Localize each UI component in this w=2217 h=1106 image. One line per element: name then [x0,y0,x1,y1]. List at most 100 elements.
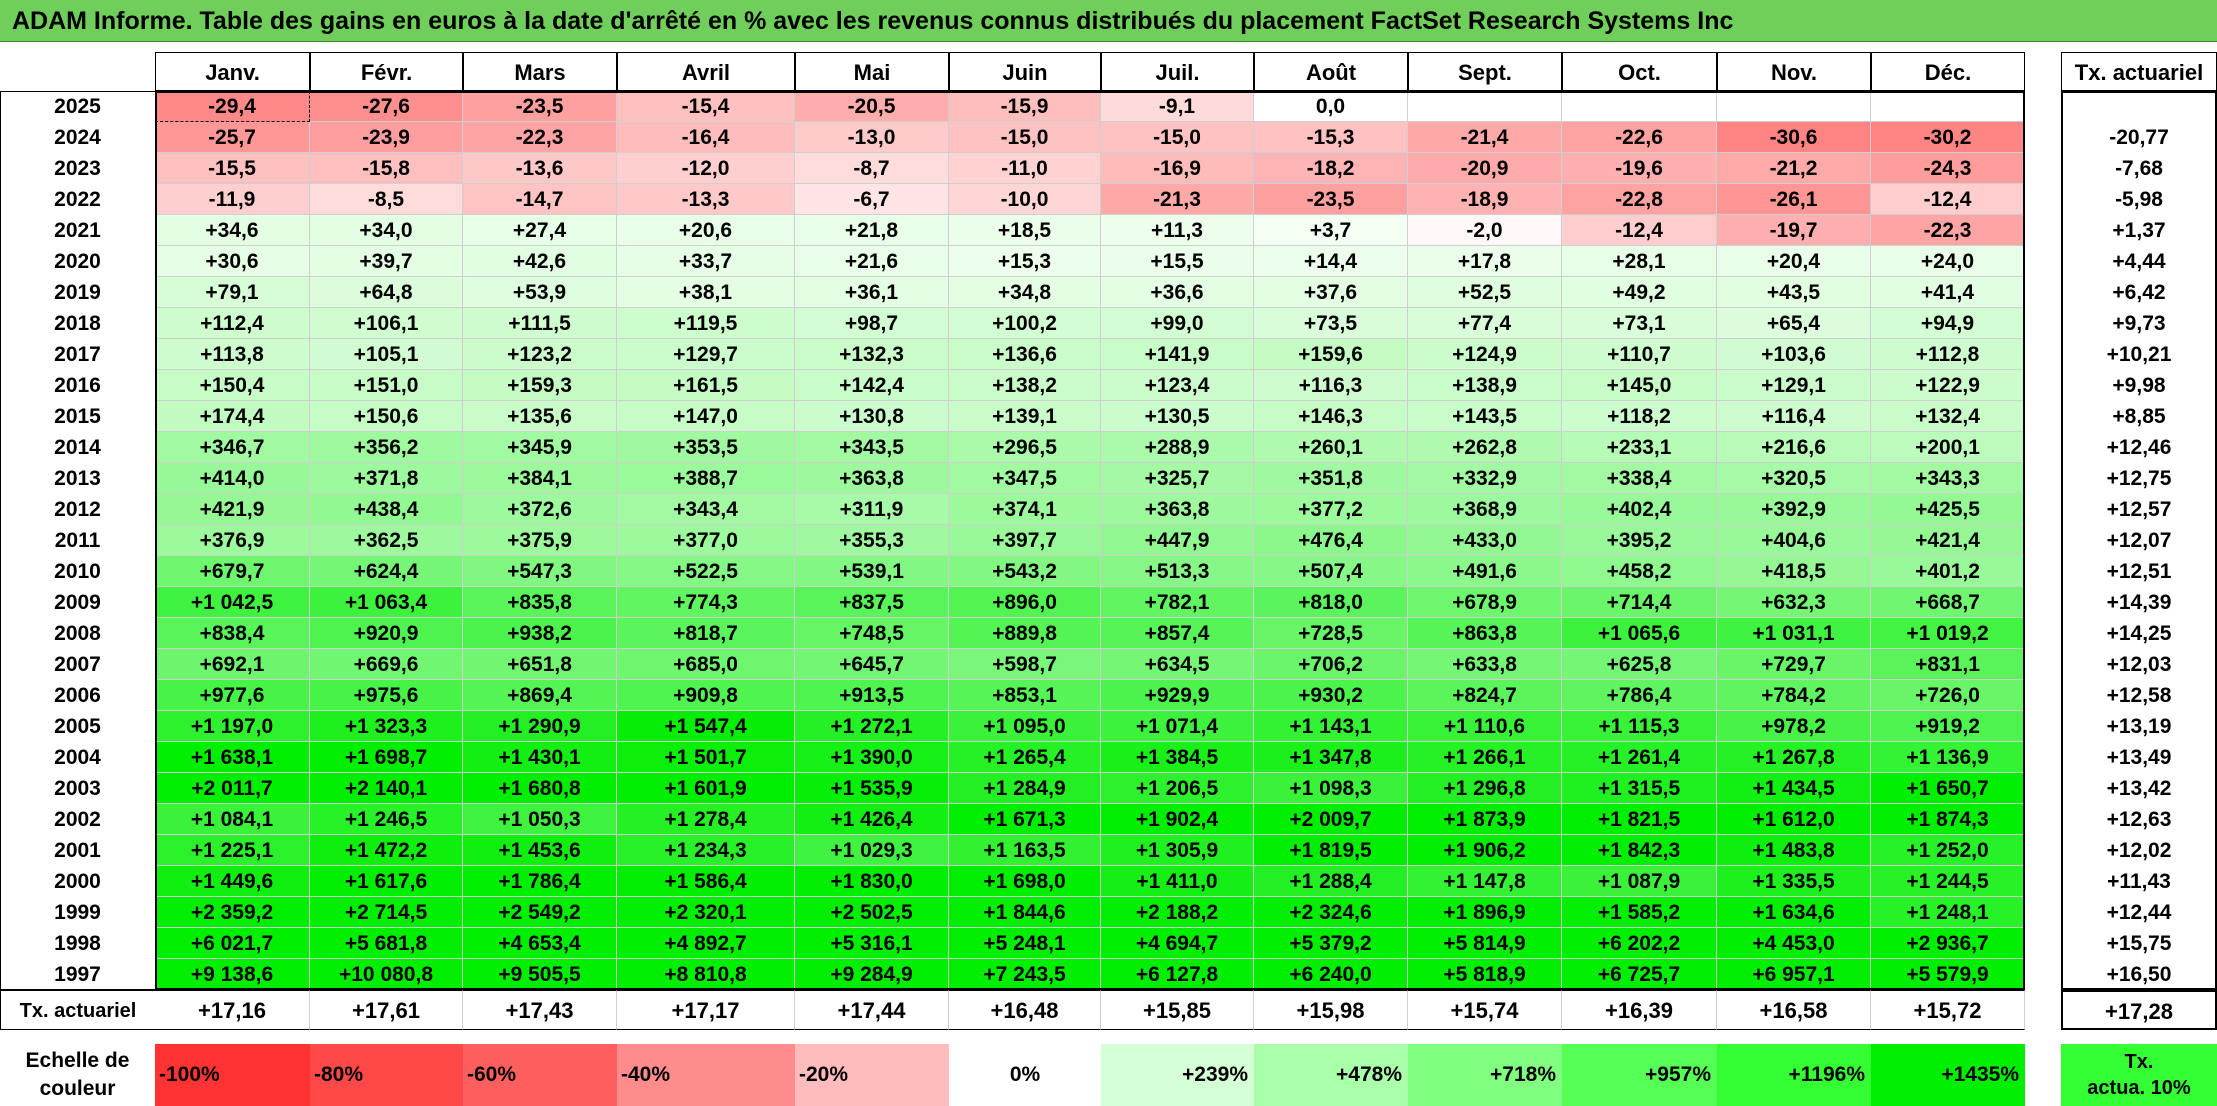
gain-cell: +838,4 [155,618,310,649]
gain-cell: +679,7 [155,556,310,587]
gain-cell: +837,5 [795,587,949,618]
gain-cell: +1 095,0 [949,711,1101,742]
tx-actuariel-cell: +12,58 [2061,680,2217,711]
gain-cell: +5 579,9 [1871,959,2025,990]
gain-cell: +2 009,7 [1254,804,1408,835]
gain-cell: +1 244,5 [1871,866,2025,897]
gain-cell: -23,9 [310,122,463,153]
gain-cell: +4 892,7 [617,928,795,959]
gain-cell: +685,0 [617,649,795,680]
gain-cell: +138,2 [949,370,1101,401]
tx-actuariel-cell: +9,98 [2061,370,2217,401]
gain-cell: +388,7 [617,463,795,494]
tx-actuariel-cell: +12,03 [2061,649,2217,680]
gain-cell: +34,6 [155,215,310,246]
gain-cell: +513,3 [1101,556,1254,587]
gain-cell: +1 612,0 [1717,804,1871,835]
year-label: 2016 [0,370,155,401]
gain-cell: +1 535,9 [795,773,949,804]
gain-cell: +110,7 [1562,339,1717,370]
gain-cell: +1 110,6 [1408,711,1562,742]
gain-cell: +1 063,4 [310,587,463,618]
gain-cell: -23,5 [1254,184,1408,215]
gain-cell: +818,0 [1254,587,1408,618]
year-label: 2002 [0,804,155,835]
gain-cell: +1 634,6 [1717,897,1871,928]
tx-actuariel-cell: +13,19 [2061,711,2217,742]
gain-cell: -19,6 [1562,153,1717,184]
legend-tx-swatch: Tx. actua. 10% [2061,1044,2217,1106]
gain-cell: -12,0 [617,153,795,184]
gain-cell: -29,4 [155,91,310,122]
year-label: 2017 [0,339,155,370]
gain-cell: +151,0 [310,370,463,401]
gain-cell: +11,3 [1101,215,1254,246]
gain-cell: +20,6 [617,215,795,246]
gain-cell: +2 011,7 [155,773,310,804]
footer-tx-cell: +17,43 [463,990,617,1030]
month-header-12: Déc. [1871,52,2025,91]
gain-cell: +15,5 [1101,246,1254,277]
tx-actuariel-cell: +12,02 [2061,835,2217,866]
year-label: 2009 [0,587,155,618]
year-label: 2024 [0,122,155,153]
gain-cell: -18,9 [1408,184,1562,215]
gain-cell: +404,6 [1717,525,1871,556]
gain-cell: +1 638,1 [155,742,310,773]
gain-cell: +6 240,0 [1254,959,1408,990]
gain-cell: -25,7 [155,122,310,153]
footer-label: Tx. actuariel [0,990,155,1030]
footer-tx-cell: +17,61 [310,990,463,1030]
gain-cell: +52,5 [1408,277,1562,308]
gain-cell: +94,9 [1871,308,2025,339]
gain-cell: +105,1 [310,339,463,370]
gain-cell: +123,4 [1101,370,1254,401]
gain-cell: +17,8 [1408,246,1562,277]
gain-cell: +99,0 [1101,308,1254,339]
gain-cell: +395,2 [1562,525,1717,556]
gain-cell: +64,8 [310,277,463,308]
gain-cell: +24,0 [1871,246,2025,277]
gain-cell: +476,4 [1254,525,1408,556]
gain-cell: +392,9 [1717,494,1871,525]
gain-cell: +397,7 [949,525,1101,556]
gain-cell: +332,9 [1408,463,1562,494]
gain-cell: +1 906,2 [1408,835,1562,866]
gain-cell: +651,8 [463,649,617,680]
gain-cell: +975,6 [310,680,463,711]
gain-cell: +2 936,7 [1871,928,2025,959]
year-label: 2013 [0,463,155,494]
legend-tx-line2: actua. 10% [2087,1077,2191,1099]
gain-cell: +913,5 [795,680,949,711]
gain-cell: +345,9 [463,432,617,463]
tx-actuariel-cell: +10,21 [2061,339,2217,370]
gain-cell: +4 694,7 [1101,928,1254,959]
gain-cell: +150,6 [310,401,463,432]
gain-cell: +414,0 [155,463,310,494]
footer-tx-cell: +16,39 [1562,990,1717,1030]
legend-swatch: +478% [1254,1044,1408,1106]
legend-swatch: -60% [463,1044,617,1106]
gain-cell: +1 136,9 [1871,742,2025,773]
gain-cell: +1 347,8 [1254,742,1408,773]
legend-swatch: +1196% [1717,1044,1871,1106]
gain-cell: +6 957,1 [1717,959,1871,990]
footer-tx-cell: +15,98 [1254,990,1408,1030]
gain-cell: +4 653,4 [463,928,617,959]
gain-cell: +320,5 [1717,463,1871,494]
gain-cell: +122,9 [1871,370,2025,401]
gain-cell: +141,9 [1101,339,1254,370]
gain-cell: +1 411,0 [1101,866,1254,897]
gain-cell: +1 084,1 [155,804,310,835]
gain-cell: -13,0 [795,122,949,153]
gain-cell: +8 810,8 [617,959,795,990]
gain-cell: +132,3 [795,339,949,370]
gain-cell: +1 050,3 [463,804,617,835]
gain-cell: +4 453,0 [1717,928,1871,959]
gain-cell: +363,8 [795,463,949,494]
gain-cell: +1 434,5 [1717,773,1871,804]
legend-label: Echelle de couleur [0,1044,155,1106]
gain-cell: +147,0 [617,401,795,432]
gain-cell: -30,2 [1871,122,2025,153]
tx-actuariel-cell: +13,42 [2061,773,2217,804]
